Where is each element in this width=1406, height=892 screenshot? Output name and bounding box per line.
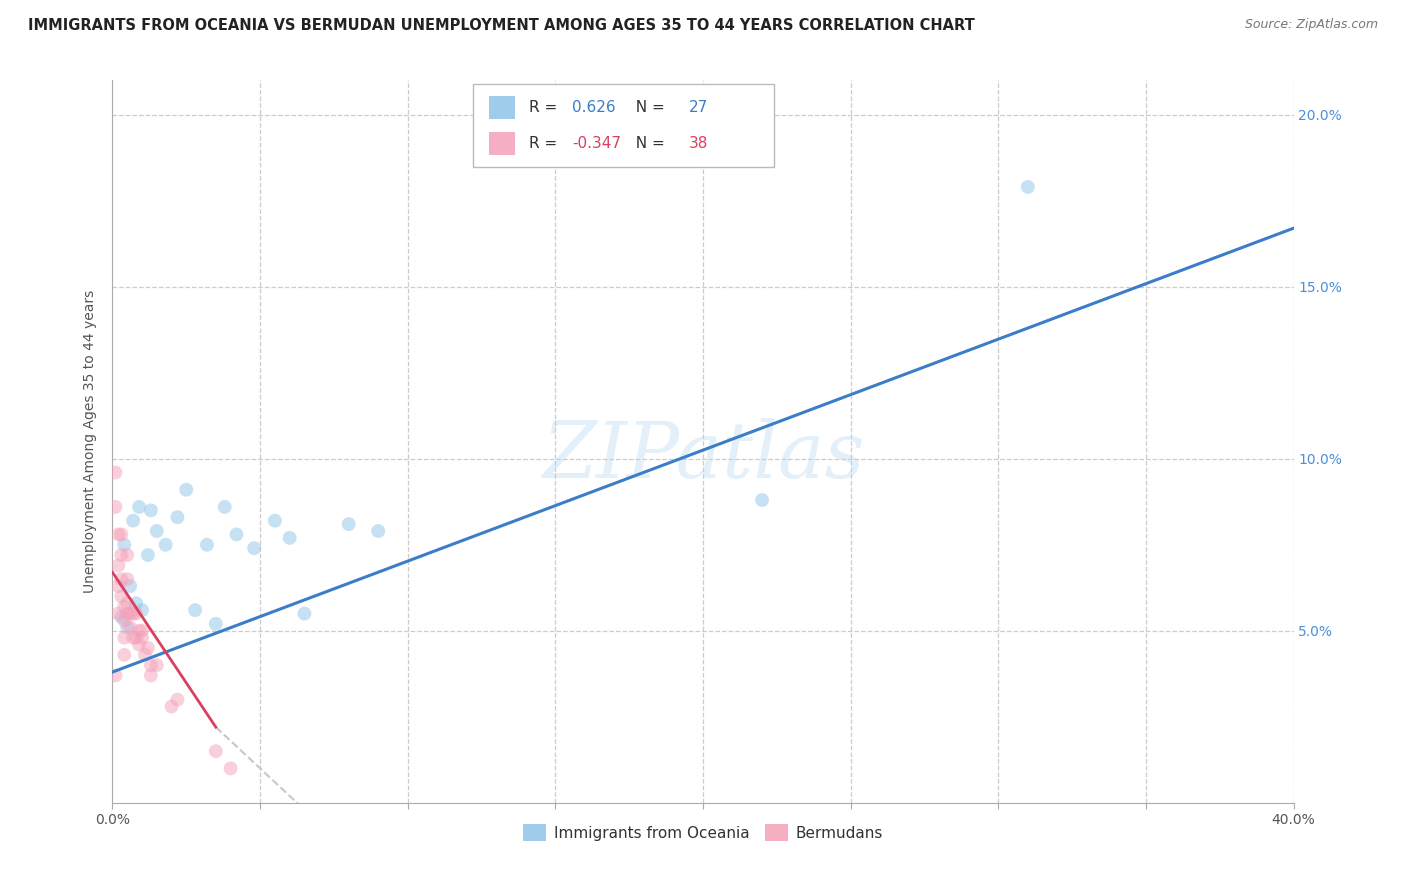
Y-axis label: Unemployment Among Ages 35 to 44 years: Unemployment Among Ages 35 to 44 years [83, 290, 97, 593]
Text: 0.626: 0.626 [572, 100, 616, 115]
Text: Source: ZipAtlas.com: Source: ZipAtlas.com [1244, 18, 1378, 31]
Point [110, 590, 132, 604]
Text: N =: N = [626, 100, 669, 115]
Point [122, 631, 145, 645]
Text: N =: N = [626, 136, 669, 151]
Point [278, 531, 301, 545]
FancyBboxPatch shape [489, 132, 515, 154]
Point [110, 610, 132, 624]
Point [1017, 180, 1039, 194]
Point [205, 744, 228, 758]
Point [243, 541, 266, 556]
Point [112, 614, 135, 628]
Point [134, 648, 156, 662]
Point [174, 483, 197, 497]
Legend: Immigrants from Oceania, Bermudans: Immigrants from Oceania, Bermudans [517, 818, 889, 847]
Point [104, 668, 127, 682]
Point [184, 603, 207, 617]
Point [131, 603, 153, 617]
Point [337, 517, 360, 532]
Point [128, 624, 150, 638]
Point [112, 599, 135, 614]
Point [128, 638, 150, 652]
Point [166, 510, 188, 524]
Point [146, 524, 169, 538]
Point [110, 572, 132, 586]
Point [120, 607, 142, 621]
Text: R =: R = [530, 100, 562, 115]
Point [107, 558, 129, 573]
Text: IMMIGRANTS FROM OCEANIA VS BERMUDAN UNEMPLOYMENT AMONG AGES 35 TO 44 YEARS CORRE: IMMIGRANTS FROM OCEANIA VS BERMUDAN UNEM… [28, 18, 974, 33]
Point [125, 631, 148, 645]
Point [128, 500, 150, 514]
Point [219, 761, 242, 775]
Text: -0.347: -0.347 [572, 136, 621, 151]
Point [751, 493, 773, 508]
Point [120, 579, 142, 593]
Point [136, 640, 159, 655]
Point [112, 538, 135, 552]
Point [104, 500, 127, 514]
Point [110, 527, 132, 541]
Point [131, 631, 153, 645]
Point [264, 514, 287, 528]
FancyBboxPatch shape [489, 96, 515, 120]
Point [117, 572, 138, 586]
Point [136, 548, 159, 562]
FancyBboxPatch shape [472, 84, 773, 167]
Point [117, 596, 138, 610]
Point [160, 699, 183, 714]
Point [214, 500, 236, 514]
Point [122, 514, 145, 528]
Text: R =: R = [530, 136, 562, 151]
Point [139, 658, 162, 673]
Point [112, 631, 135, 645]
Point [107, 527, 129, 541]
Text: ZIPatlas: ZIPatlas [541, 417, 865, 494]
Point [225, 527, 247, 541]
Point [195, 538, 218, 552]
Point [139, 668, 162, 682]
Point [155, 538, 177, 552]
Point [104, 466, 127, 480]
Point [146, 658, 169, 673]
Point [292, 607, 315, 621]
Text: 38: 38 [689, 136, 709, 151]
Point [107, 607, 129, 621]
Point [125, 607, 148, 621]
Point [139, 503, 162, 517]
Point [367, 524, 389, 538]
Point [117, 548, 138, 562]
Point [205, 616, 228, 631]
Point [125, 596, 148, 610]
Point [166, 692, 188, 706]
Point [117, 620, 138, 634]
Point [120, 620, 142, 634]
Point [107, 579, 129, 593]
Text: 27: 27 [689, 100, 709, 115]
Point [131, 624, 153, 638]
Point [112, 648, 135, 662]
Point [110, 548, 132, 562]
Point [117, 607, 138, 621]
Point [122, 607, 145, 621]
